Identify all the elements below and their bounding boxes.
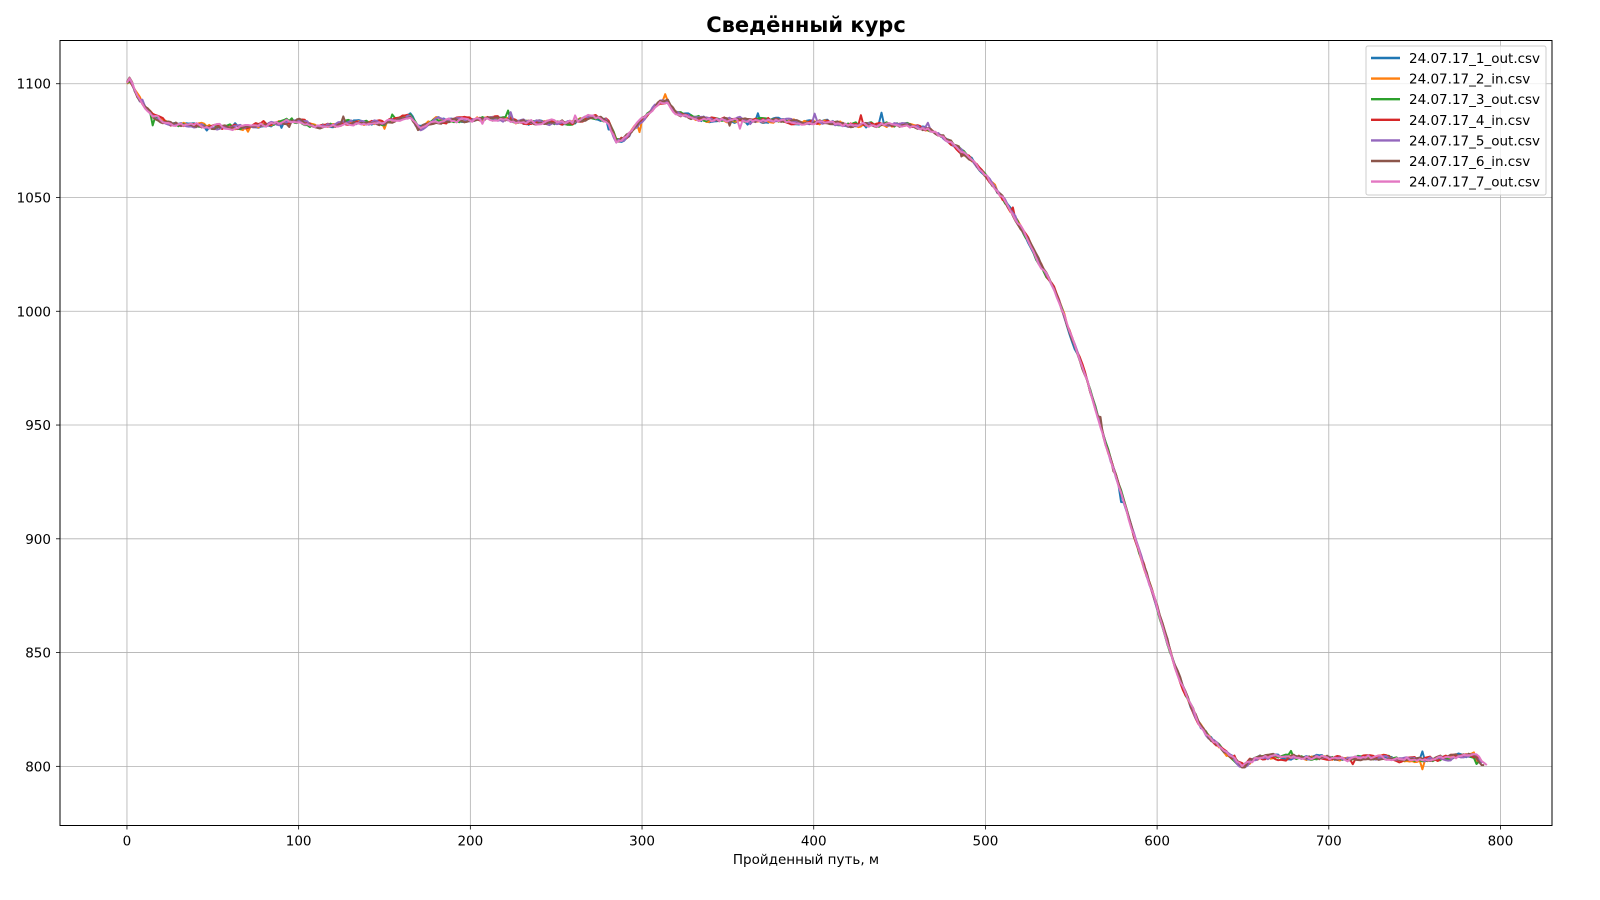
legend-label: 24.07.17_2_in.csv [1409,72,1530,88]
legend-label: 24.07.17_4_in.csv [1409,113,1530,129]
x-tick-label: 800 [1488,834,1514,850]
y-tick-label: 850 [25,646,51,662]
series-line [126,78,1483,768]
series-line [126,78,1480,767]
x-tick-label: 100 [286,834,312,850]
x-tick-label: 500 [973,834,999,850]
legend: 24.07.17_1_out.csv 24.07.17_2_in.csv 24.07… [1365,45,1547,196]
y-tick-label: 1100 [17,77,51,93]
y-tick-label: 1050 [17,191,51,207]
x-tick-label: 700 [1316,834,1342,850]
series-line [126,77,1483,769]
x-tick-label: 0 [123,834,132,850]
chart-title: Сведённый курс [706,13,906,37]
legend-label: 24.07.17_3_out.csv [1409,92,1540,108]
legend-label: 24.07.17_7_out.csv [1409,175,1540,191]
legend-label: 24.07.17_1_out.csv [1409,51,1540,67]
y-tick-label: 1000 [17,304,51,320]
legend-label: 24.07.17_6_in.csv [1409,154,1530,170]
x-tick-label: 300 [629,834,655,850]
grid [60,40,1552,826]
series-line [126,80,1483,768]
series-lines [126,76,1488,771]
series-line [126,77,1488,768]
y-tick-label: 900 [25,532,51,548]
x-tick-label: 600 [1144,834,1170,850]
plot-frame [59,40,1553,826]
x-tick-label: 200 [457,834,483,850]
x-axis-label: Пройденный путь, м [733,852,879,868]
series-line [126,76,1485,769]
x-tick-label: 400 [801,834,827,850]
y-tick-label: 800 [25,759,51,775]
legend-box [1365,45,1547,196]
axis-ticks: 0 100 200 300 400 500 600 700 800 800 850 900 950 100… [17,77,1514,850]
y-tick-label: 950 [25,418,51,434]
legend-label: 24.07.17_5_out.csv [1409,133,1540,149]
